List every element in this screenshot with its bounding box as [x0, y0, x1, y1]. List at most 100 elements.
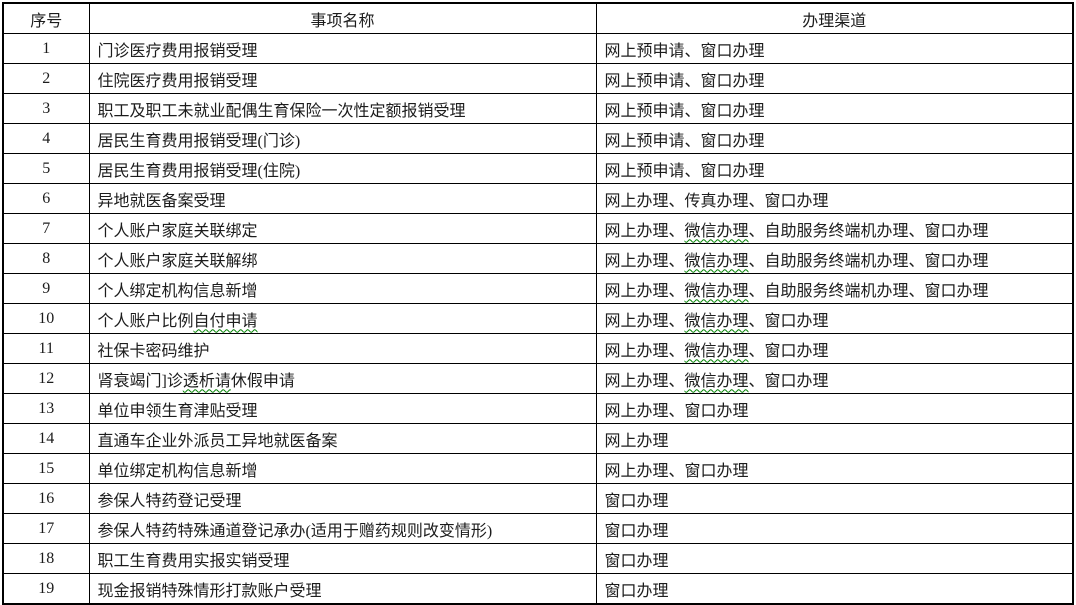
text-segment: 个人账户比例	[97, 312, 194, 330]
item-name-cell: 直通车企业外派员工异地就医备案	[88, 423, 597, 454]
index-cell: 8	[2, 243, 90, 274]
text-segment: 居民生育费用报销受理(门诊)	[97, 132, 301, 150]
index-cell: 19	[2, 573, 90, 605]
item-name-cell: 职工及职工未就业配偶生育保险一次性定额报销受理	[88, 93, 597, 124]
squiggle-text: 自付申请	[193, 312, 258, 330]
text-segment: 居民生育费用报销受理(住院)	[97, 162, 301, 180]
column-header-index: 序号	[2, 2, 90, 34]
channel-cell: 网上预申请、窗口办理	[595, 153, 1074, 184]
index-cell: 2	[2, 63, 90, 94]
item-name-cell: 个人绑定机构信息新增	[88, 273, 597, 304]
text-segment: 、自助服务终端机办理、窗口办理	[748, 222, 989, 240]
channel-cell: 网上办理	[595, 423, 1074, 454]
table-row: 10 个人账户比例自付申请 网上办理、微信办理、窗口办理	[2, 303, 1074, 334]
item-name-cell: 居民生育费用报销受理(住院)	[88, 153, 597, 184]
channel-cell: 窗口办理	[595, 573, 1074, 605]
text-segment: 网上办理、传真办理、窗口办理	[604, 192, 829, 210]
table-row: 5 居民生育费用报销受理(住院) 网上预申请、窗口办理	[2, 153, 1074, 184]
item-name-cell: 肾衰竭门]诊透析请休假申请	[88, 363, 597, 394]
text-segment: 网上预申请、窗口办理	[604, 132, 765, 150]
table-row: 6 异地就医备案受理 网上办理、传真办理、窗口办理	[2, 183, 1074, 214]
index-cell: 9	[2, 273, 90, 304]
index-cell: 7	[2, 213, 90, 244]
text-segment: 网上办理、	[604, 252, 685, 270]
table-row: 3 职工及职工未就业配偶生育保险一次性定额报销受理 网上预申请、窗口办理	[2, 93, 1074, 124]
item-name-cell: 职工生育费用实报实销受理	[88, 543, 597, 574]
item-name-cell: 住院医疗费用报销受理	[88, 63, 597, 94]
text-segment: 网上办理、窗口办理	[604, 402, 749, 420]
table-row: 11 社保卡密码维护 网上办理、微信办理、窗口办理	[2, 333, 1074, 364]
text-segment: 网上办理、窗口办理	[604, 462, 749, 480]
table-row: 1 门诊医疗费用报销受理 网上预申请、窗口办理	[2, 33, 1074, 64]
text-segment: 休假申请	[230, 372, 295, 390]
squiggle-text: 微信办理	[684, 222, 749, 240]
table-row: 12 肾衰竭门]诊透析请休假申请 网上办理、微信办理、窗口办理	[2, 363, 1074, 394]
text-segment: 职工及职工未就业配偶生育保险一次性定额报销受理	[97, 102, 466, 120]
text-segment: 社保卡密码维护	[97, 342, 210, 360]
channel-cell: 网上办理、窗口办理	[595, 453, 1074, 484]
text-segment: 现金报销特殊情形打款账户受理	[97, 582, 322, 600]
index-cell: 13	[2, 393, 90, 424]
channel-cell: 窗口办理	[595, 543, 1074, 574]
text-segment: 网上办理	[604, 432, 669, 450]
squiggle-text: 透析请	[182, 372, 231, 390]
text-segment: 网上预申请、窗口办理	[604, 102, 765, 120]
table-row: 2 住院医疗费用报销受理 网上预申请、窗口办理	[2, 63, 1074, 94]
table-row: 13 单位申领生育津贴受理 网上办理、窗口办理	[2, 393, 1074, 424]
item-name-cell: 个人账户比例自付申请	[88, 303, 597, 334]
text-segment: 住院医疗费用报销受理	[97, 72, 258, 90]
channel-cell: 网上办理、微信办理、窗口办理	[595, 303, 1074, 334]
item-name-cell: 参保人特药登记受理	[88, 483, 597, 514]
text-segment: 网上办理、	[604, 222, 685, 240]
text-segment: 窗口办理	[604, 582, 669, 600]
item-name-cell: 参保人特药特殊通道登记承办(适用于赠药规则改变情形)	[88, 513, 597, 544]
index-cell: 15	[2, 453, 90, 484]
table-row: 16 参保人特药登记受理 窗口办理	[2, 483, 1074, 514]
squiggle-text: 微信办理	[684, 312, 749, 330]
text-segment: 参保人特药登记受理	[97, 492, 242, 510]
text-segment: 窗口办理	[604, 522, 669, 540]
text-segment: 网上办理、	[604, 282, 685, 300]
text-segment: 门诊医疗费用报销受理	[97, 42, 258, 60]
table-body: 1 门诊医疗费用报销受理 网上预申请、窗口办理 2 住院医疗费用报销受理 网上预申请、窗口…	[2, 33, 1074, 605]
table-row: 7 个人账户家庭关联绑定 网上办理、微信办理、自助服务终端机办理、窗口办理	[2, 213, 1074, 244]
item-name-cell: 居民生育费用报销受理(门诊)	[88, 123, 597, 154]
table-row: 8 个人账户家庭关联解绑 网上办理、微信办理、自助服务终端机办理、窗口办理	[2, 243, 1074, 274]
squiggle-text: 微信办理	[684, 282, 749, 300]
channel-cell: 网上预申请、窗口办理	[595, 123, 1074, 154]
item-name-cell: 社保卡密码维护	[88, 333, 597, 364]
squiggle-text: 微信办理	[684, 252, 749, 270]
table-row: 15 单位绑定机构信息新增 网上办理、窗口办理	[2, 453, 1074, 484]
squiggle-text: 微信办理	[684, 342, 749, 360]
table-row: 14 直通车企业外派员工异地就医备案 网上办理	[2, 423, 1074, 454]
index-cell: 3	[2, 93, 90, 124]
column-header-channels: 办理渠道	[595, 2, 1074, 34]
text-segment: 单位绑定机构信息新增	[97, 462, 258, 480]
table-row: 17 参保人特药特殊通道登记承办(适用于赠药规则改变情形) 窗口办理	[2, 513, 1074, 544]
text-segment: 窗口办理	[604, 552, 669, 570]
item-name-cell: 门诊医疗费用报销受理	[88, 33, 597, 64]
item-name-cell: 单位绑定机构信息新增	[88, 453, 597, 484]
text-segment: 、窗口办理	[748, 312, 829, 330]
index-cell: 10	[2, 303, 90, 334]
header-row: 序号 事项名称 办理渠道	[2, 2, 1074, 34]
item-name-cell: 单位申领生育津贴受理	[88, 393, 597, 424]
channel-cell: 网上预申请、窗口办理	[595, 63, 1074, 94]
text-segment: 、窗口办理	[748, 342, 829, 360]
text-segment: 肾衰竭门]诊	[97, 372, 183, 390]
text-segment: 网上预申请、窗口办理	[604, 162, 765, 180]
table-row: 18 职工生育费用实报实销受理 窗口办理	[2, 543, 1074, 574]
squiggle-text: 微信办理	[684, 372, 749, 390]
index-cell: 14	[2, 423, 90, 454]
text-segment: 网上办理、	[604, 342, 685, 360]
channel-cell: 网上办理、窗口办理	[595, 393, 1074, 424]
text-segment: 异地就医备案受理	[97, 192, 226, 210]
text-segment: 窗口办理	[604, 492, 669, 510]
text-segment: 网上办理、	[604, 372, 685, 390]
index-cell: 16	[2, 483, 90, 514]
channel-cell: 网上办理、微信办理、自助服务终端机办理、窗口办理	[595, 243, 1074, 274]
text-segment: 职工生育费用实报实销受理	[97, 552, 290, 570]
table-row: 19 现金报销特殊情形打款账户受理 窗口办理	[2, 573, 1074, 605]
